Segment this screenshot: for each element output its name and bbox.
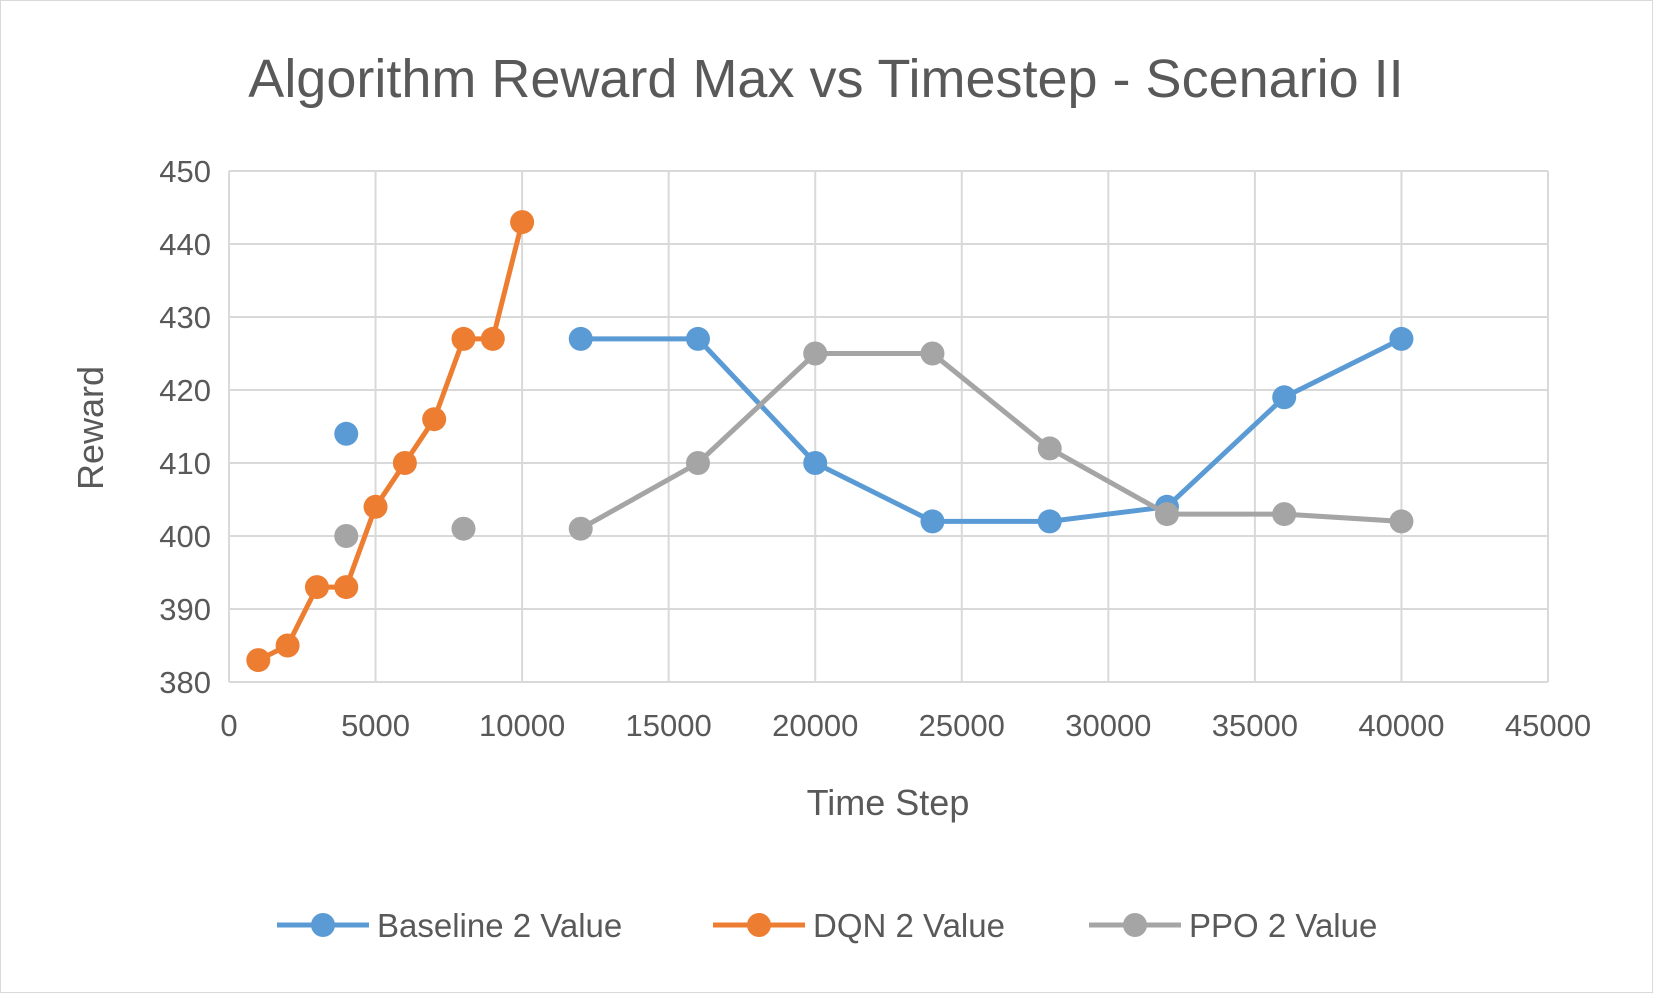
x-tick-label: 45000 [1505, 708, 1591, 743]
series-line [257, 221, 525, 663]
series-2 [246, 210, 535, 673]
data-point [1272, 385, 1297, 410]
y-tick-label: 420 [159, 373, 211, 408]
legend-label: PPO 2 Value [1189, 907, 1377, 944]
data-point [451, 516, 476, 541]
y-tick-label: 390 [159, 592, 211, 627]
x-axis-ticks: 0 5000 10000 15000 20000 25000 30000 35000 40000… [220, 708, 1591, 743]
data-point [334, 524, 359, 548]
y-tick-label: 410 [159, 446, 211, 481]
series-1 [334, 326, 1414, 534]
legend-item: PPO 2 Value [1089, 907, 1377, 944]
data-point [1389, 509, 1414, 534]
data-point [803, 451, 828, 475]
legend-swatch-marker [1123, 913, 1147, 937]
x-axis-title: Time Step [807, 782, 970, 823]
legend-label: Baseline 2 Value [377, 907, 622, 944]
gridlines [228, 170, 1549, 683]
series-line [580, 336, 1403, 524]
data-point [363, 494, 388, 519]
y-tick-label: 430 [159, 300, 211, 335]
legend-swatch-marker [311, 913, 335, 937]
x-tick-label: 40000 [1358, 708, 1444, 743]
data-point [510, 210, 535, 235]
data-point [451, 326, 476, 351]
data-point [246, 648, 271, 673]
series-3 [334, 341, 1414, 548]
legend-label: DQN 2 Value [813, 907, 1005, 944]
x-tick-label: 15000 [626, 708, 712, 743]
x-tick-label: 0 [220, 708, 237, 743]
data-point [1037, 436, 1062, 461]
data-point [920, 509, 945, 534]
data-point [1154, 502, 1179, 527]
data-point [1272, 502, 1297, 527]
y-tick-label: 380 [159, 665, 211, 700]
data-point [304, 575, 329, 600]
y-tick-label: 450 [159, 154, 211, 189]
data-point [392, 451, 417, 475]
data-point [920, 341, 945, 366]
x-tick-label: 5000 [341, 708, 410, 743]
x-tick-label: 10000 [479, 708, 565, 743]
y-tick-label: 400 [159, 519, 211, 554]
y-axis-ticks: 380 390 400 410 420 430 440 450 [159, 154, 211, 700]
data-point [334, 421, 359, 446]
legend: Baseline 2 Value DQN 2 Value PPO 2 Value [277, 907, 1377, 944]
chart-title: Algorithm Reward Max vs Timestep - Scena… [248, 49, 1403, 109]
series-layer [246, 210, 1414, 673]
legend-swatch-marker [747, 913, 771, 937]
x-tick-label: 30000 [1065, 708, 1151, 743]
x-tick-label: 25000 [919, 708, 1005, 743]
legend-item: Baseline 2 Value [277, 907, 622, 944]
data-point [568, 516, 593, 541]
data-point [803, 341, 828, 366]
x-tick-label: 35000 [1212, 708, 1298, 743]
data-point [480, 326, 505, 351]
legend-item: DQN 2 Value [713, 907, 1005, 944]
y-tick-label: 440 [159, 227, 211, 262]
data-point [568, 326, 593, 351]
data-point [685, 326, 710, 351]
data-point [275, 633, 300, 658]
y-axis-title: Reward [70, 366, 111, 490]
x-tick-label: 20000 [772, 708, 858, 743]
data-point [1037, 509, 1062, 534]
data-point [422, 407, 447, 432]
data-point [685, 451, 710, 475]
data-point [334, 575, 359, 600]
data-point [1389, 326, 1414, 351]
series-line [579, 351, 1402, 531]
